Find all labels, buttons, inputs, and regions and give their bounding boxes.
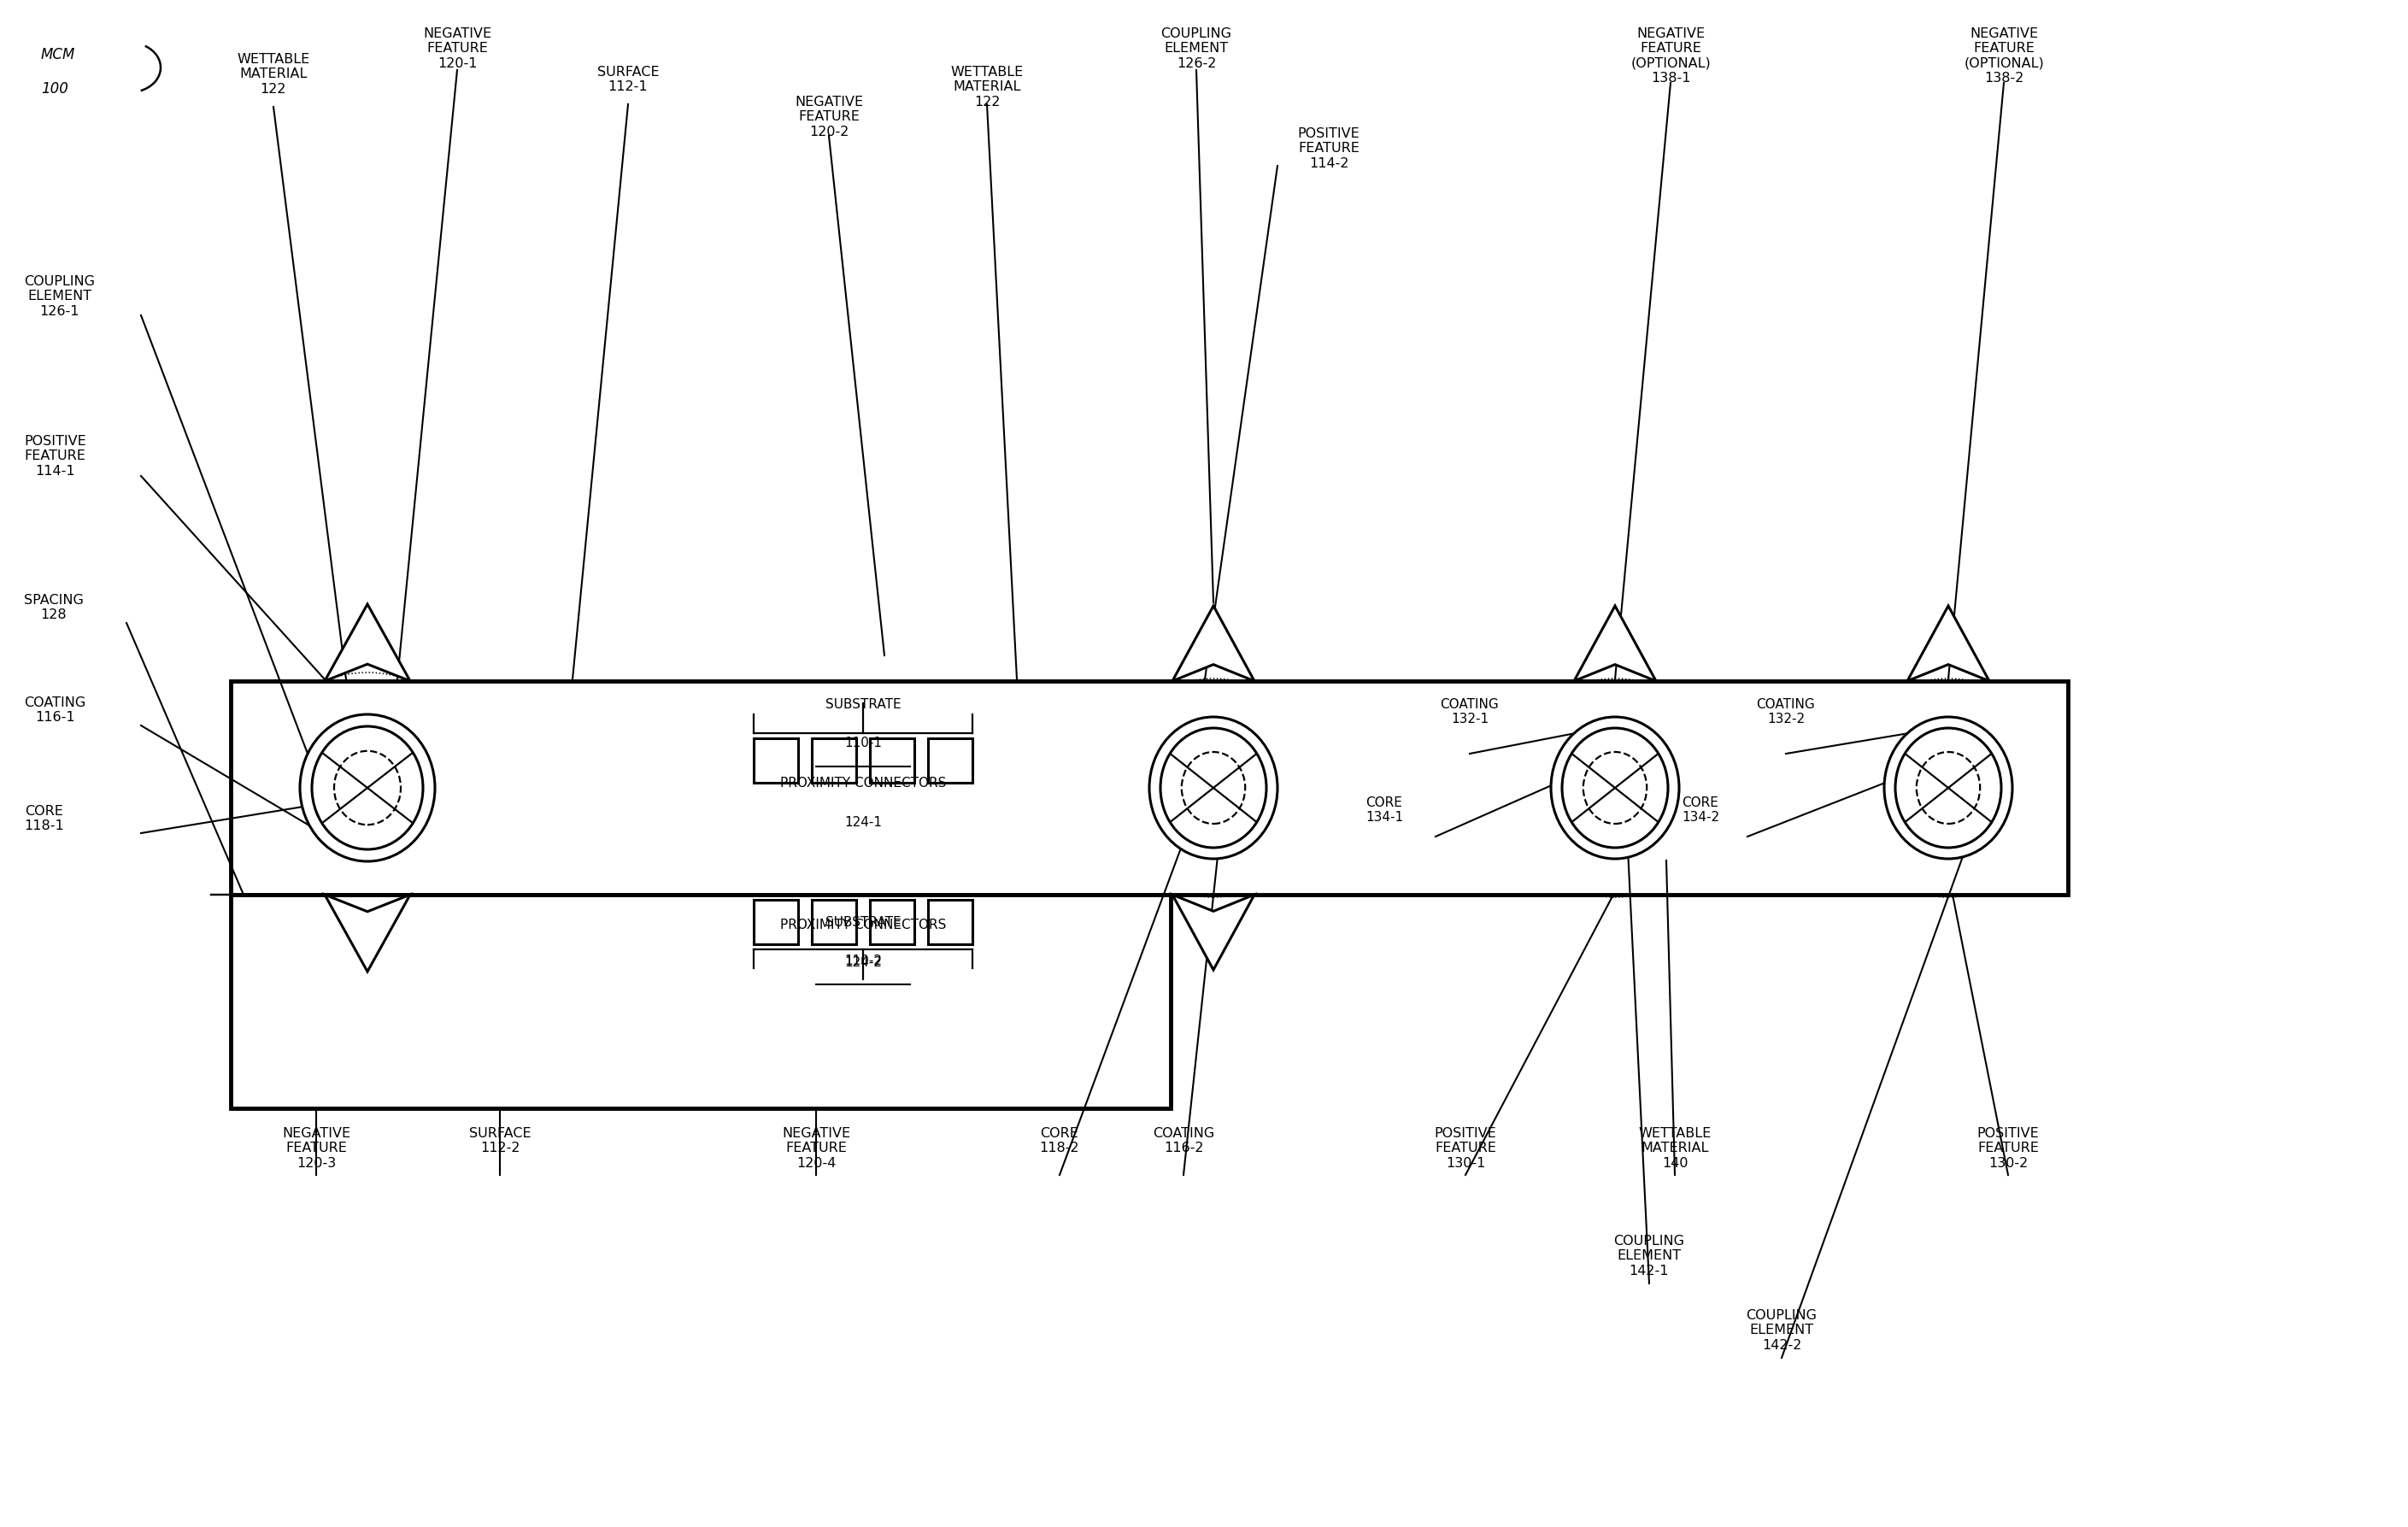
Text: COUPLING
ELEMENT
142-1: COUPLING ELEMENT 142-1 — [1613, 1235, 1686, 1277]
Text: CORE
134-1: CORE 134-1 — [1365, 797, 1404, 825]
Text: NEGATIVE
FEATURE
120-2: NEGATIVE FEATURE 120-2 — [795, 96, 862, 139]
Text: COUPLING
ELEMENT
126-2: COUPLING ELEMENT 126-2 — [1161, 27, 1233, 70]
Text: MCM: MCM — [41, 47, 75, 63]
Text: POSITIVE
FEATURE
130-1: POSITIVE FEATURE 130-1 — [1435, 1127, 1495, 1170]
Ellipse shape — [1883, 718, 2013, 858]
Ellipse shape — [1895, 728, 2001, 847]
Ellipse shape — [335, 751, 400, 825]
Text: SUBSTRATE: SUBSTRATE — [826, 698, 901, 712]
Text: WETTABLE
MATERIAL
122: WETTABLE MATERIAL 122 — [951, 66, 1023, 108]
Ellipse shape — [1563, 728, 1669, 847]
Text: COATING
132-1: COATING 132-1 — [1440, 698, 1500, 725]
Text: COATING
116-2: COATING 116-2 — [1153, 1127, 1214, 1154]
Text: POSITIVE
FEATURE
130-2: POSITIVE FEATURE 130-2 — [1977, 1127, 2040, 1170]
Bar — [869, 738, 915, 783]
Text: WETTABLE
MATERIAL
140: WETTABLE MATERIAL 140 — [1637, 1127, 1712, 1170]
Polygon shape — [325, 895, 409, 971]
Bar — [927, 738, 973, 783]
Text: COUPLING
ELEMENT
142-2: COUPLING ELEMENT 142-2 — [1746, 1309, 1818, 1351]
Text: CORE
118-1: CORE 118-1 — [24, 805, 65, 832]
Polygon shape — [1173, 606, 1255, 681]
Text: 100: 100 — [41, 81, 67, 96]
Bar — [927, 899, 973, 944]
Text: SUBSTRATE: SUBSTRATE — [826, 916, 901, 928]
Text: SURFACE
112-2: SURFACE 112-2 — [470, 1127, 530, 1154]
Text: COATING
132-2: COATING 132-2 — [1755, 698, 1816, 725]
Text: POSITIVE
FEATURE
114-2: POSITIVE FEATURE 114-2 — [1298, 127, 1361, 169]
Bar — [811, 899, 857, 944]
Text: NEGATIVE
FEATURE
(OPTIONAL)
138-2: NEGATIVE FEATURE (OPTIONAL) 138-2 — [1965, 27, 2044, 86]
Bar — [869, 899, 915, 944]
Polygon shape — [1575, 606, 1657, 681]
Text: 110-1: 110-1 — [845, 736, 881, 750]
Ellipse shape — [301, 715, 436, 861]
Text: PROXIMITY CONNECTORS: PROXIMITY CONNECTORS — [780, 919, 946, 931]
Text: 124-1: 124-1 — [845, 815, 881, 829]
Text: CORE
118-2: CORE 118-2 — [1040, 1127, 1079, 1154]
Ellipse shape — [1149, 718, 1279, 858]
Ellipse shape — [1582, 751, 1647, 823]
Text: 124-2: 124-2 — [845, 956, 881, 970]
Ellipse shape — [1917, 751, 1979, 823]
Text: COUPLING
ELEMENT
126-1: COUPLING ELEMENT 126-1 — [24, 275, 94, 318]
Text: 110-2: 110-2 — [845, 954, 881, 967]
Ellipse shape — [1551, 718, 1678, 858]
Polygon shape — [1907, 606, 1989, 681]
Text: NEGATIVE
FEATURE
(OPTIONAL)
138-1: NEGATIVE FEATURE (OPTIONAL) 138-1 — [1630, 27, 1710, 86]
Text: NEGATIVE
FEATURE
120-4: NEGATIVE FEATURE 120-4 — [783, 1127, 850, 1170]
Text: NEGATIVE
FEATURE
120-1: NEGATIVE FEATURE 120-1 — [424, 27, 491, 70]
Text: PROXIMITY CONNECTORS: PROXIMITY CONNECTORS — [780, 777, 946, 789]
Bar — [754, 738, 797, 783]
Polygon shape — [1173, 895, 1255, 970]
Text: SURFACE
112-1: SURFACE 112-1 — [597, 66, 660, 93]
Ellipse shape — [1161, 728, 1267, 847]
Text: COATING
116-1: COATING 116-1 — [24, 696, 87, 724]
Ellipse shape — [313, 727, 424, 849]
Text: WETTABLE
MATERIAL
122: WETTABLE MATERIAL 122 — [236, 53, 311, 96]
Text: NEGATIVE
FEATURE
120-3: NEGATIVE FEATURE 120-3 — [282, 1127, 352, 1170]
Polygon shape — [325, 605, 409, 681]
Text: CORE
134-2: CORE 134-2 — [1681, 797, 1719, 825]
Ellipse shape — [1182, 751, 1245, 823]
Bar — [231, 681, 2068, 895]
Bar — [231, 895, 1170, 1109]
Bar — [811, 738, 857, 783]
Text: POSITIVE
FEATURE
114-1: POSITIVE FEATURE 114-1 — [24, 435, 87, 478]
Bar — [754, 899, 797, 944]
Text: SPACING
128: SPACING 128 — [24, 594, 84, 621]
